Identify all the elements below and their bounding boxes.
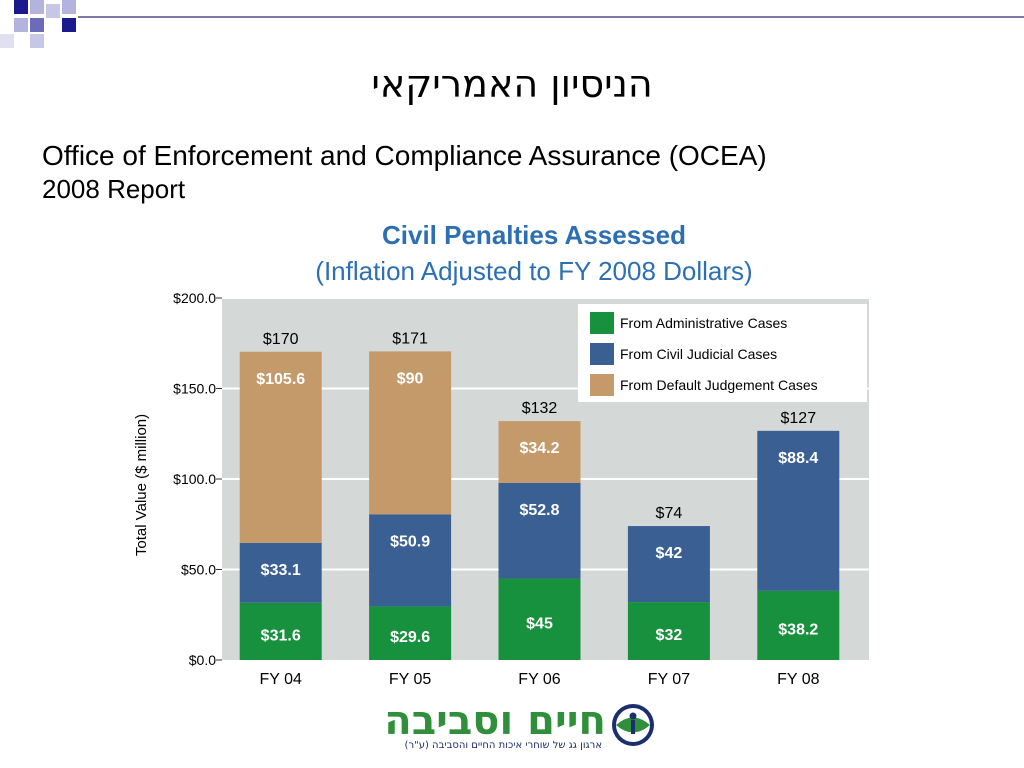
corner-square-9	[30, 34, 44, 48]
corner-square-3	[30, 0, 44, 14]
bar-segment	[498, 482, 581, 579]
bar-value-label: $90	[397, 370, 424, 387]
corner-square-6	[14, 18, 28, 32]
bar-value-label: $88.4	[778, 450, 818, 467]
y-tick-label: $50.0	[181, 562, 216, 578]
bar-total-label: $171	[392, 330, 428, 347]
bar-segment	[369, 351, 452, 515]
corner-square-8	[62, 18, 76, 32]
bar-segment	[239, 351, 322, 543]
bar-value-label: $34.2	[519, 440, 559, 457]
chart-subtitle: (Inflation Adjusted to FY 2008 Dollars)	[315, 256, 753, 286]
bar-value-label: $105.6	[256, 371, 305, 388]
corner-square-4	[46, 4, 60, 18]
organization-logo: חיים וסביבה ארגון גג של שוחרי איכות החיי…	[352, 698, 662, 760]
corner-square-10	[0, 34, 14, 48]
bar-total-label: $170	[263, 331, 299, 348]
bar-segment	[239, 602, 322, 660]
legend-box	[578, 304, 867, 402]
bar-segment	[498, 578, 581, 660]
bar-value-label: $42	[656, 545, 683, 562]
legend-entry: From Administrative Cases	[620, 315, 787, 331]
bar-value-label: $31.6	[261, 627, 301, 644]
legend-swatch	[590, 312, 614, 334]
report-subtitle-line1: Office of Enforcement and Compliance Ass…	[42, 140, 767, 171]
x-tick-label: FY 06	[518, 671, 561, 688]
logo-tagline: ארגון גג של שוחרי איכות החיים והסביבה (ע…	[404, 740, 602, 751]
legend-entry: From Civil Judicial Cases	[620, 346, 777, 362]
bar-segment	[239, 542, 322, 603]
bar-segment	[627, 602, 710, 660]
x-tick-label: FY 08	[777, 671, 820, 688]
bar-segment	[498, 421, 581, 483]
bar-value-label: $45	[526, 615, 553, 632]
bar-value-label: $52.8	[519, 502, 559, 519]
bar-value-label: $32	[656, 627, 683, 644]
bar-segment	[757, 430, 840, 591]
header-rule	[78, 16, 1024, 18]
corner-square-1	[0, 0, 14, 14]
x-tick-label: FY 05	[389, 671, 432, 688]
bar-segment	[627, 526, 710, 603]
bar-value-label: $33.1	[261, 562, 301, 579]
y-tick-label: $200.0	[173, 290, 216, 306]
bar-total-label: $127	[781, 410, 817, 427]
legend-swatch	[590, 343, 614, 365]
stacked-bar-chart: $31.6 $33.1 $105.6 $170 $29.6 $50.9 $90 $171 $45…	[133, 290, 869, 688]
bar-value-label: $50.9	[390, 533, 430, 550]
bar-segment	[369, 514, 452, 607]
y-tick-label: $150.0	[173, 381, 216, 397]
legend-entry: From Default Judgement Cases	[620, 377, 818, 393]
bar-total-label: $74	[656, 505, 683, 522]
corner-square-5	[62, 0, 76, 14]
x-tick-label: FY 07	[648, 671, 691, 688]
globe-people-icon	[612, 704, 654, 746]
logo-name: חיים וסביבה	[384, 698, 606, 744]
bar-segment	[369, 606, 452, 660]
corner-square-2	[14, 0, 28, 14]
report-subtitle-line2: 2008 Report	[42, 174, 186, 204]
y-axis-label: Total Value ($ million)	[133, 414, 150, 556]
chart-title: Civil Penalties Assessed	[382, 220, 686, 250]
legend-swatch	[590, 374, 614, 396]
bar-segment	[757, 590, 840, 660]
bar-value-label: $29.6	[390, 629, 430, 646]
slide-title: הניסיון האמריקאי	[371, 62, 653, 106]
bar-value-label: $38.2	[778, 621, 818, 638]
bar-total-label: $132	[522, 400, 558, 417]
x-tick-label: FY 04	[259, 671, 302, 688]
corner-square-7	[30, 18, 44, 32]
y-tick-label: $0.0	[189, 652, 216, 668]
y-tick-label: $100.0	[173, 471, 216, 487]
